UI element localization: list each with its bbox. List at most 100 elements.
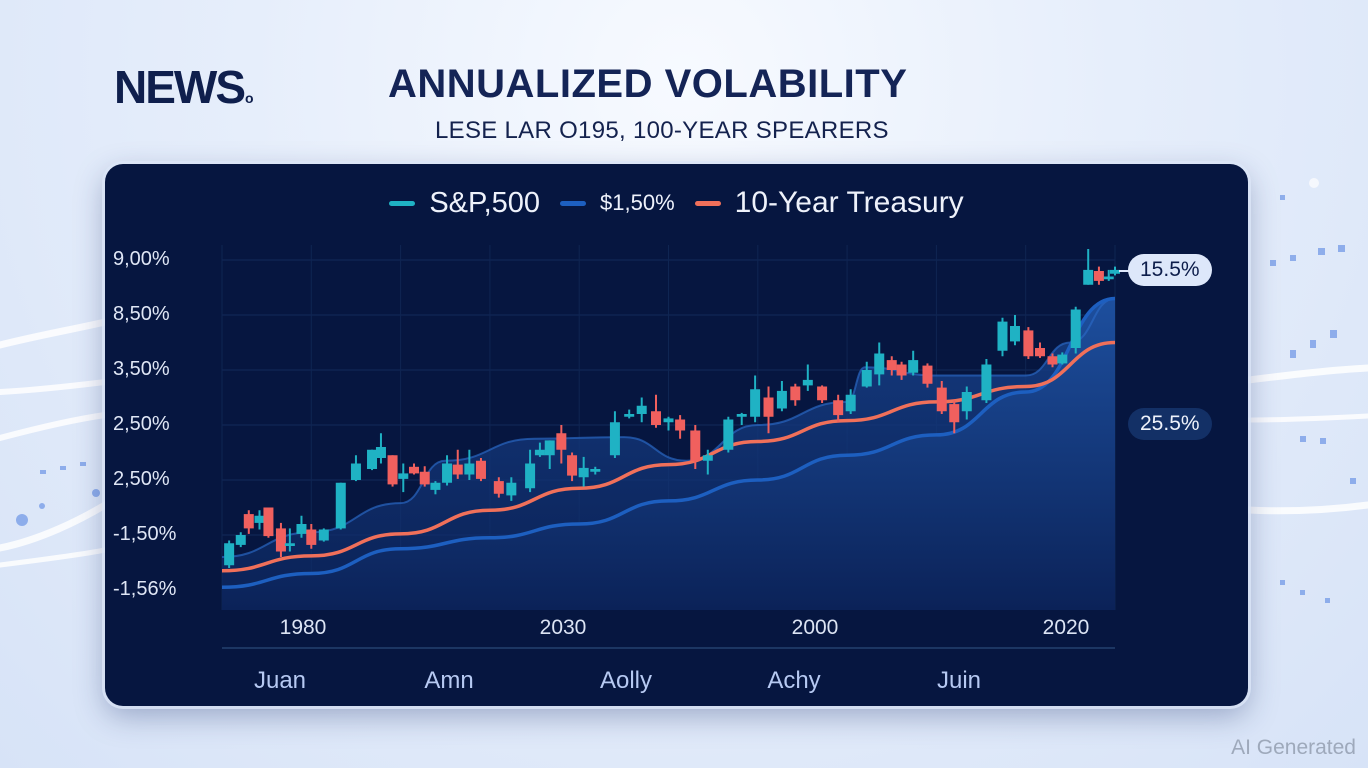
- candle-down: [763, 386, 774, 434]
- x-secondary-label: Juan: [253, 667, 307, 694]
- candle-up: [802, 364, 813, 391]
- candle-body: [296, 524, 307, 534]
- candle-down: [833, 394, 844, 423]
- candle-down: [675, 415, 686, 439]
- candle-up: [981, 359, 992, 403]
- candle-body: [464, 463, 475, 475]
- legend-swatch-treasury: [694, 200, 721, 206]
- candle-down: [275, 522, 286, 557]
- candle-up: [636, 397, 647, 423]
- legend-item-sp500[interactable]: S&P,500: [389, 187, 540, 220]
- candle-down: [790, 383, 801, 406]
- candle-down: [1034, 342, 1045, 358]
- candle-up: [961, 386, 972, 420]
- value-badge-light: 15.5%: [1128, 254, 1212, 286]
- y-tick-label: 8,50%: [113, 303, 170, 325]
- candle-body: [675, 419, 686, 431]
- candle-body: [1103, 276, 1114, 280]
- candle-up: [350, 455, 361, 482]
- x-tick-label: 1980: [279, 616, 327, 639]
- candle-body: [419, 471, 430, 485]
- candle-body: [1070, 309, 1081, 348]
- candle-down: [556, 425, 567, 464]
- legend-item-secondary[interactable]: $1,50%: [560, 190, 675, 216]
- candle-up: [723, 416, 734, 453]
- watermark: AI Generated: [1231, 736, 1356, 759]
- candle-up: [874, 342, 885, 386]
- candle-body: [506, 482, 517, 496]
- candle-down: [263, 507, 274, 538]
- candle-up: [845, 389, 856, 414]
- candle-up: [318, 528, 329, 542]
- candle-body: [802, 379, 813, 386]
- candle-up: [750, 375, 761, 423]
- candle-body: [1023, 330, 1034, 357]
- candle-body: [886, 360, 897, 370]
- candle-up: [1103, 269, 1114, 281]
- candle-body: [235, 535, 246, 545]
- candle-body: [736, 414, 747, 417]
- x-secondary-label: Aolly: [599, 667, 653, 694]
- candle-body: [1057, 354, 1068, 364]
- candle-body: [430, 482, 441, 490]
- candle-body: [750, 389, 761, 417]
- line-treasury: [221, 340, 1116, 573]
- candle-body: [1110, 269, 1120, 274]
- y-tick-label: -1,56%: [113, 578, 177, 600]
- candle-down: [1047, 353, 1058, 368]
- candle-up: [624, 409, 635, 419]
- candle-body: [981, 364, 992, 401]
- candle-body: [578, 467, 589, 478]
- x-secondary-label: Amn: [424, 667, 474, 694]
- candle-body: [350, 463, 361, 480]
- brand-logo: NEWSo: [114, 60, 254, 114]
- candle-body: [544, 440, 555, 456]
- candle-body: [475, 460, 486, 479]
- candle-up: [1057, 352, 1068, 365]
- candle-down: [493, 477, 504, 498]
- candle-up: [375, 433, 386, 464]
- candle-body: [398, 473, 409, 479]
- candle-body: [442, 463, 453, 483]
- candle-up: [1110, 266, 1120, 276]
- candle-up: [1070, 306, 1081, 354]
- candle-down: [408, 463, 419, 475]
- candle-body: [335, 482, 346, 529]
- candle-body: [845, 394, 856, 412]
- candle-down: [936, 381, 947, 414]
- candle-up: [525, 449, 536, 493]
- candle-body: [690, 430, 701, 461]
- candle-body: [763, 397, 774, 417]
- candle-body: [1083, 269, 1094, 285]
- candle-up: [861, 361, 872, 388]
- legend-label-treasury: 10-Year Treasury: [734, 186, 964, 219]
- y-tick-label: 3,50%: [113, 358, 170, 380]
- candle-body: [723, 419, 734, 450]
- candle-body: [833, 400, 844, 416]
- candle-down: [690, 425, 701, 469]
- candle-down: [949, 400, 960, 434]
- candle-up: [506, 477, 517, 501]
- candle-down: [1023, 327, 1034, 359]
- candle-body: [1047, 356, 1058, 365]
- candle-body: [452, 464, 463, 475]
- candle-body: [254, 515, 265, 523]
- candle-body: [375, 447, 386, 458]
- candle-body: [263, 507, 274, 537]
- candle-body: [961, 392, 972, 412]
- candle-up: [997, 317, 1008, 357]
- candle-down: [475, 458, 486, 482]
- candle-body: [817, 386, 828, 401]
- candle-body: [243, 514, 254, 529]
- candle-body: [525, 463, 536, 489]
- candle-body: [284, 543, 295, 546]
- candle-down: [567, 452, 578, 482]
- candle-up: [702, 449, 713, 475]
- candle-body: [949, 404, 960, 423]
- candle-layer: [224, 249, 1120, 568]
- legend-item-treasury[interactable]: 10-Year Treasury: [694, 186, 964, 220]
- x-secondary-label: Juin: [936, 667, 982, 694]
- brand-mark: o: [245, 90, 254, 106]
- candle-body: [790, 386, 801, 401]
